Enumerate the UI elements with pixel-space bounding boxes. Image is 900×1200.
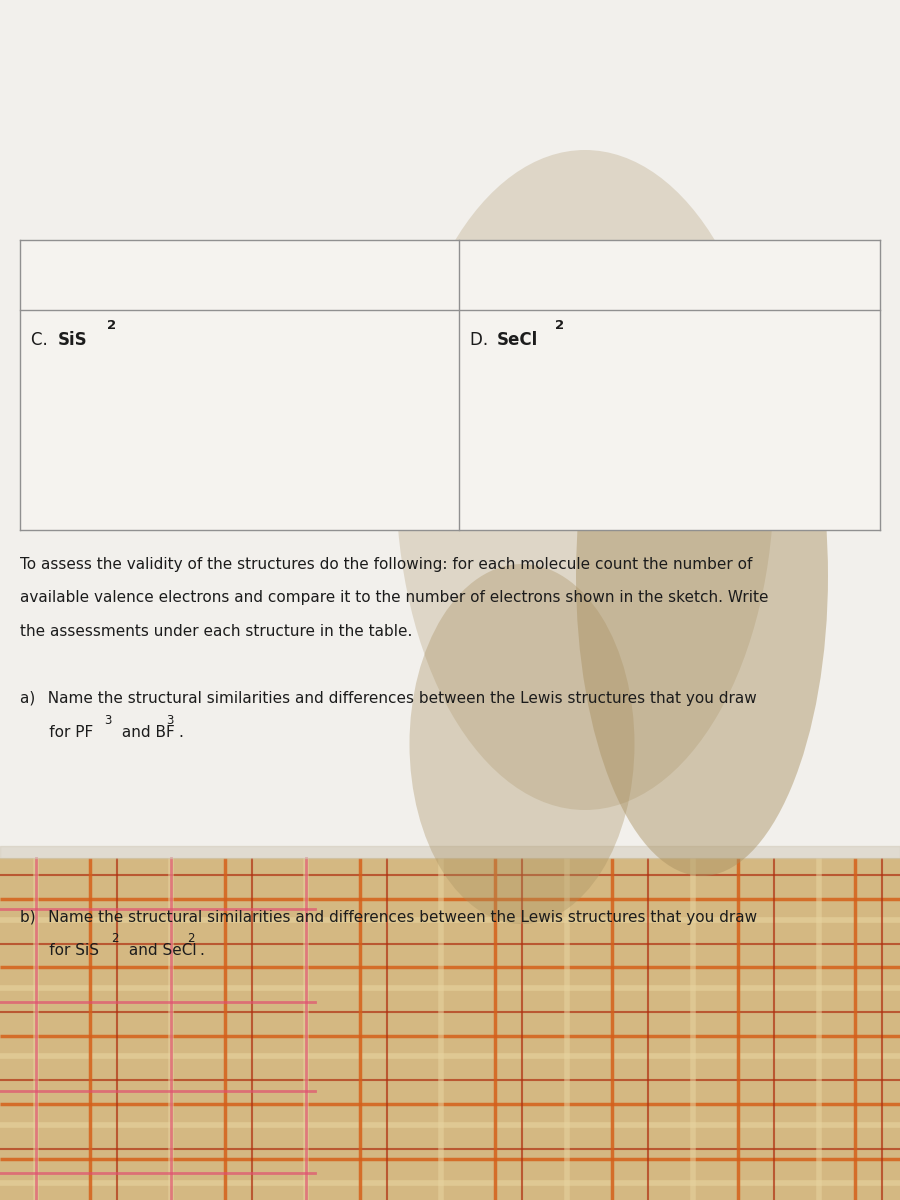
Text: and SeCl: and SeCl <box>123 943 196 958</box>
Text: a)  Name the structural similarities and differences between the Lewis structure: a) Name the structural similarities and … <box>20 691 757 706</box>
Text: 3: 3 <box>104 714 112 727</box>
Text: and BF: and BF <box>117 725 175 739</box>
Text: 2: 2 <box>111 932 119 946</box>
Ellipse shape <box>396 150 774 810</box>
Text: 2: 2 <box>187 932 194 946</box>
Text: b)  Name the structural similarities and differences between the Lewis structure: b) Name the structural similarities and … <box>20 910 757 924</box>
FancyBboxPatch shape <box>20 240 880 530</box>
FancyBboxPatch shape <box>0 858 900 1200</box>
FancyBboxPatch shape <box>0 0 900 858</box>
Text: To assess the validity of the structures do the following: for each molecule cou: To assess the validity of the structures… <box>20 557 752 571</box>
Text: 2: 2 <box>555 319 564 332</box>
Text: the assessments under each structure in the table.: the assessments under each structure in … <box>20 624 412 638</box>
Ellipse shape <box>410 564 634 924</box>
Text: for PF: for PF <box>20 725 93 739</box>
Text: SiS: SiS <box>58 331 87 349</box>
Text: for SiS: for SiS <box>20 943 99 958</box>
Ellipse shape <box>576 276 828 876</box>
Text: 3: 3 <box>166 714 173 727</box>
Text: 2: 2 <box>107 319 116 332</box>
Text: available valence electrons and compare it to the number of electrons shown in t: available valence electrons and compare … <box>20 590 769 605</box>
Text: SeCl: SeCl <box>497 331 538 349</box>
Text: D.: D. <box>470 331 493 349</box>
Text: .: . <box>178 725 184 739</box>
Text: .: . <box>200 943 204 958</box>
Text: C.: C. <box>31 331 52 349</box>
